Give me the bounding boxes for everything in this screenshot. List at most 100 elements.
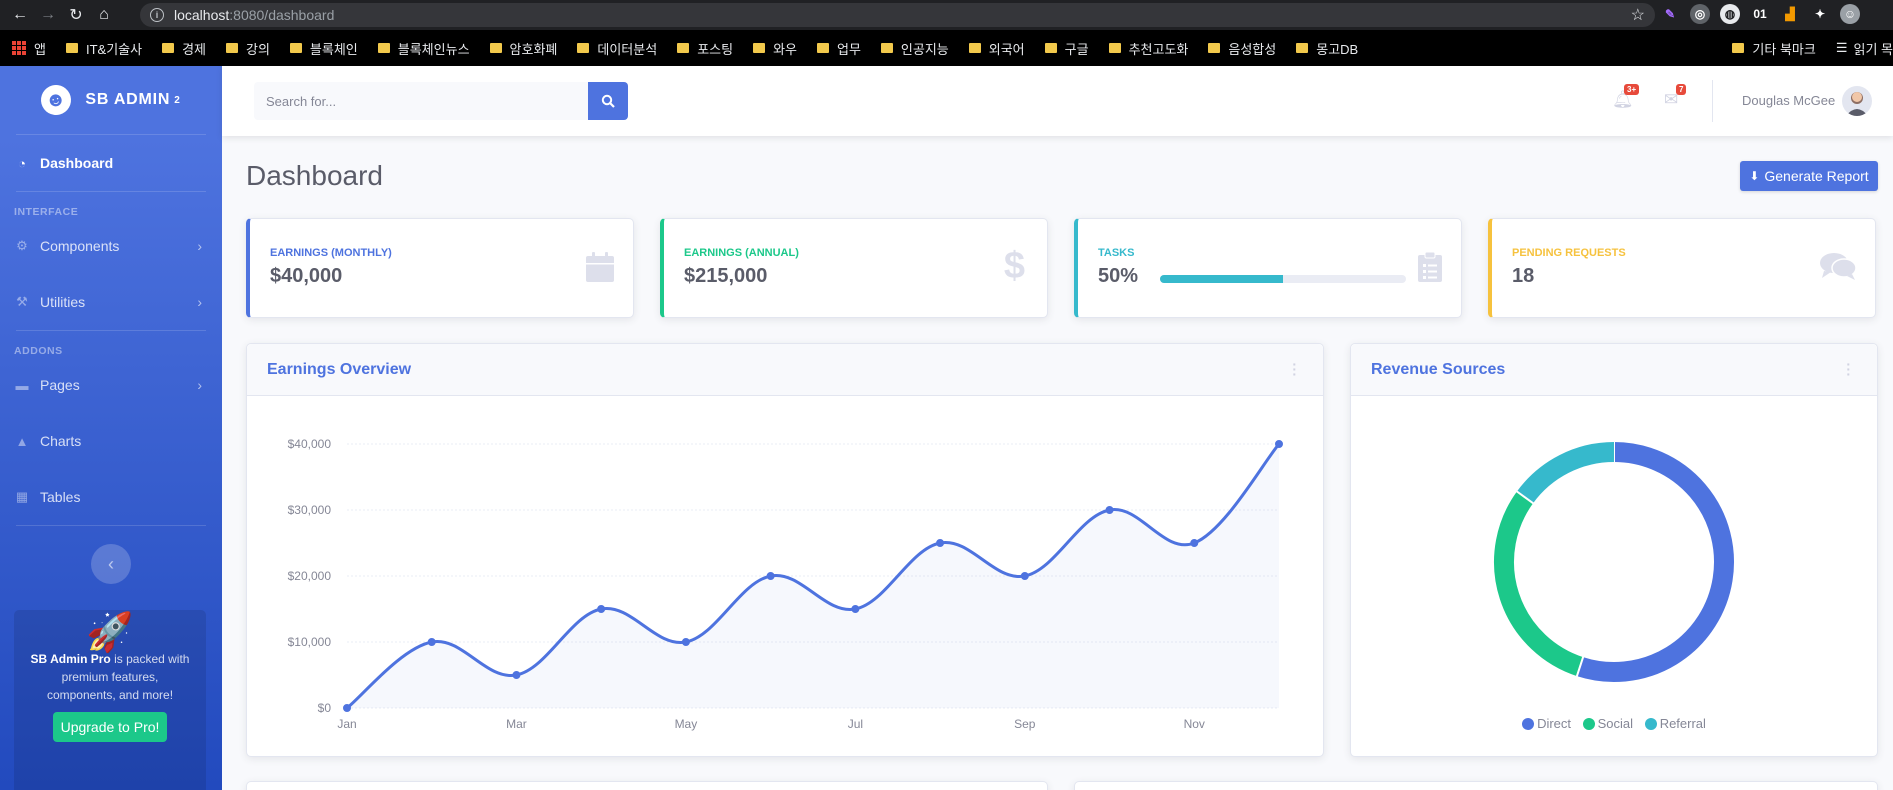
generate-report-button[interactable]: ⬇ Generate Report xyxy=(1740,161,1878,191)
bookmark-folder[interactable]: 포스팅 xyxy=(677,39,733,58)
bookmark-folder[interactable]: IT&기술사 xyxy=(65,39,142,58)
progress-fill xyxy=(1160,275,1283,283)
sidebar-brand[interactable]: ☻ SB ADMIN 2 xyxy=(0,66,222,134)
bookmark-folder[interactable]: 인공지능 xyxy=(880,39,949,58)
x-tick-label: Nov xyxy=(1184,717,1205,731)
y-tick-label: $10,000 xyxy=(288,635,332,649)
stat-card-earnings-annual: EARNINGS (ANNUAL) $215,000 $ xyxy=(660,218,1048,318)
kebab-menu-icon[interactable]: · · · xyxy=(1846,356,1851,382)
bookmark-other-folder[interactable]: 기타 북마크 xyxy=(1732,39,1816,58)
bookmark-folder[interactable]: 블록체인뉴스 xyxy=(377,39,470,58)
bookmark-folder[interactable]: 음성합성 xyxy=(1208,39,1276,58)
sidebar-item-dashboard[interactable]: ◔ Dashboard xyxy=(0,135,222,191)
bookmark-folder[interactable]: 데이터분석 xyxy=(577,39,657,58)
data-point xyxy=(1020,572,1029,580)
profile-avatar-icon[interactable]: ☺ xyxy=(1840,4,1860,24)
alerts-bell-button[interactable]: 🔔︎ 3+ xyxy=(1612,84,1640,110)
bookmark-folder[interactable]: 외국어 xyxy=(968,39,1025,58)
bookmark-folder[interactable]: 구글 xyxy=(1044,39,1089,58)
address-bar[interactable]: i localhost:8080/dashboard ☆ xyxy=(140,3,1655,27)
bookmark-folder[interactable]: 암호화폐 xyxy=(489,39,557,58)
sidebar-promo-card: 🚀 SB Admin Pro is packed with premium fe… xyxy=(14,610,206,790)
donut-slice xyxy=(1516,442,1615,504)
card-header: Earnings Overview · · · xyxy=(247,344,1323,396)
search-input[interactable]: Search for... xyxy=(254,82,588,120)
bookmark-reading-list[interactable]: ☰ 읽기 목 xyxy=(1835,40,1893,57)
y-tick-label: $20,000 xyxy=(288,569,332,583)
back-icon[interactable]: ← xyxy=(12,6,28,23)
avatar[interactable] xyxy=(1842,86,1872,116)
folder-icon xyxy=(1732,43,1745,53)
stat-label: EARNINGS (ANNUAL) xyxy=(684,247,799,259)
brand-sup: 2 xyxy=(174,94,181,106)
bookmark-folder[interactable]: 블록체인 xyxy=(289,39,358,58)
laugh-wink-icon: ☻ xyxy=(37,81,75,119)
bookmark-folder[interactable]: 추천고도화 xyxy=(1108,39,1188,58)
page-title: Dashboard xyxy=(246,160,383,191)
dollar-icon: $ xyxy=(1003,245,1025,287)
extension-feather-icon[interactable]: ✎ xyxy=(1664,7,1676,21)
data-point xyxy=(1105,506,1114,514)
alerts-badge: 3+ xyxy=(1624,84,1640,95)
card-title: Revenue Sources xyxy=(1371,360,1506,378)
revenue-sources-card: Revenue Sources · · · Direct Social Referr… xyxy=(1350,343,1878,757)
stat-card-tasks: TASKS 50% xyxy=(1074,218,1462,318)
cog-icon: ⚙ xyxy=(16,238,28,253)
forward-icon[interactable]: → xyxy=(40,6,56,23)
sidebar-item-components[interactable]: ⚙ Components › xyxy=(0,218,222,274)
apps-grid-icon xyxy=(12,41,26,55)
sidebar-item-tables[interactable]: ▦ Tables xyxy=(15,489,81,505)
download-icon: ⬇ xyxy=(1749,169,1760,183)
card-title: Earnings Overview xyxy=(267,360,412,378)
earnings-overview-card: Earnings Overview · · · $0 $10,000 $20,000 $3… xyxy=(246,343,1324,757)
bookmark-folder[interactable]: 업무 xyxy=(817,39,861,58)
legend-item: Referral xyxy=(1644,716,1706,731)
stat-card-pending-requests: PENDING REQUESTS 18 xyxy=(1488,218,1876,318)
folder-icon xyxy=(1044,43,1057,53)
y-tick-label: $0 xyxy=(318,701,332,715)
messages-button[interactable]: ✉ 7 xyxy=(1664,84,1687,110)
browser-toolbar: ← → ↻ ⌂ i localhost:8080/dashboard ☆ ✎ ◎… xyxy=(0,0,1893,30)
bookmark-folder[interactable]: 강의 xyxy=(226,39,270,58)
bottom-card-left xyxy=(246,781,1048,790)
site-info-icon[interactable]: i xyxy=(150,8,164,22)
legend-dot xyxy=(1582,718,1595,730)
y-tick-label: $40,000 xyxy=(288,437,332,451)
bookmark-folder[interactable]: 경제 xyxy=(162,39,206,58)
sidebar-item-pages[interactable]: ▬ Pages › xyxy=(15,377,203,393)
folder-icon xyxy=(377,43,390,53)
extension-01-icon[interactable]: 01 xyxy=(1753,7,1767,21)
folder-icon xyxy=(65,43,78,53)
extension-tower-icon[interactable]: ▟ xyxy=(1785,7,1795,21)
upgrade-button[interactable]: Upgrade to Pro! xyxy=(52,712,168,742)
sidebar-heading-interface: INTERFACE xyxy=(14,206,79,218)
bookmark-star-icon[interactable]: ☆ xyxy=(1630,7,1645,24)
data-point xyxy=(1190,539,1199,547)
messages-badge: 7 xyxy=(1676,84,1687,95)
search-button[interactable] xyxy=(588,82,628,120)
bookmark-folder[interactable]: 와우 xyxy=(753,39,797,58)
stat-value: $215,000 xyxy=(684,265,768,287)
extension-globe-icon[interactable]: ◍ xyxy=(1720,4,1740,24)
home-icon[interactable]: ⌂ xyxy=(99,6,109,23)
user-avatar-icon xyxy=(1846,92,1868,116)
earnings-area-chart: $0 $10,000 $20,000 $30,000 $40,000 Jan Mar May J… xyxy=(288,437,1283,731)
bookmark-apps[interactable]: 앱 xyxy=(12,39,46,58)
comments-icon xyxy=(1819,251,1857,289)
sidebar-item-charts[interactable]: ▲ Charts xyxy=(15,433,82,449)
reload-icon[interactable]: ↻ xyxy=(69,7,83,24)
extensions-puzzle-icon[interactable]: ✦ xyxy=(1814,7,1826,21)
bookmarks-bar: 앱 IT&기술사 경제 강의 블록체인 블록체인뉴스 암호화폐 데이터분석 포스… xyxy=(0,30,1893,66)
tachometer-icon: ◔ xyxy=(18,155,26,171)
extension-ring-icon[interactable]: ◎ xyxy=(1690,4,1710,24)
data-point xyxy=(936,539,945,547)
x-tick-label: Jul xyxy=(848,717,863,731)
kebab-menu-icon[interactable]: · · · xyxy=(1292,356,1297,382)
sidebar-toggle-button[interactable]: ‹ xyxy=(91,544,131,584)
folder-icon xyxy=(1296,43,1309,53)
sidebar-item-utilities[interactable]: ⚒ Utilities › xyxy=(0,274,222,330)
sidebar-divider xyxy=(16,525,206,526)
sidebar: ☻ SB ADMIN 2 ◔ Dashboard INTERFACE ⚙ Comp… xyxy=(0,66,222,790)
bookmark-folder[interactable]: 몽고DB xyxy=(1296,39,1358,58)
user-name[interactable]: Douglas McGee xyxy=(1742,93,1836,108)
